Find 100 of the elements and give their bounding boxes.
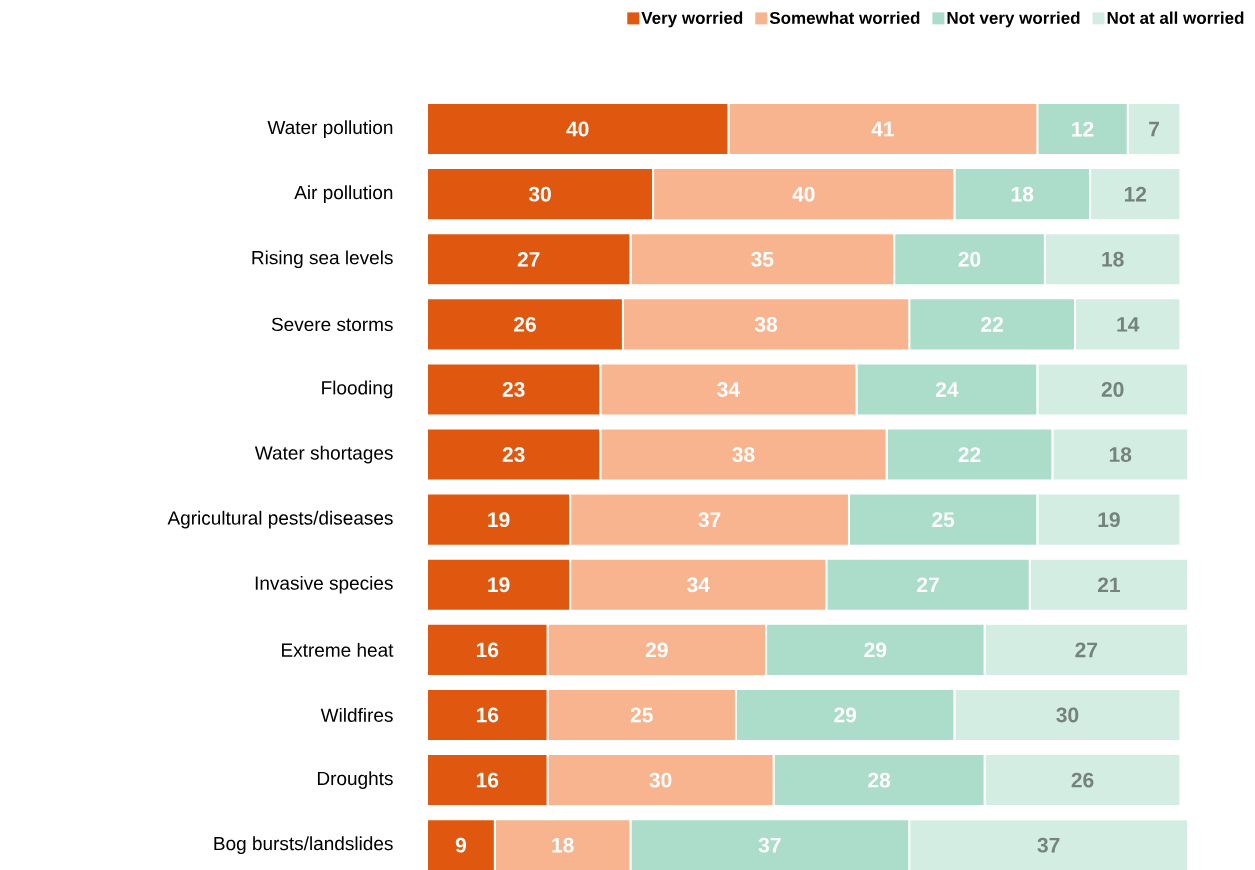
data-label: 27: [917, 577, 939, 593]
data-label: 29: [864, 642, 887, 658]
y-tick-label: Water pollution: [267, 120, 393, 138]
data-label: 27: [517, 251, 540, 267]
legend-label: Somewhat worried: [769, 11, 920, 24]
data-label: 34: [687, 577, 710, 593]
bar: [599, 362, 858, 417]
bar: [953, 687, 1182, 743]
legend-label: Very worried: [641, 11, 743, 28]
bar: [727, 102, 1039, 157]
data-label: 7: [1149, 121, 1160, 137]
y-tick-label: Air pollution: [294, 185, 393, 203]
data-label: 16: [476, 772, 499, 788]
bar: [427, 557, 572, 612]
data-label: 37: [1037, 837, 1060, 853]
bar: [1036, 102, 1129, 157]
bar: [908, 297, 1076, 352]
data-label: 23: [502, 382, 525, 397]
data-label: 9: [455, 837, 466, 853]
data-label: 19: [488, 512, 510, 528]
bar: [599, 427, 888, 482]
bar: [569, 492, 850, 547]
bar: [1073, 297, 1182, 352]
data-label: 25: [630, 707, 653, 723]
data-label: 37: [758, 837, 781, 853]
bar: [427, 753, 549, 808]
bar: [893, 232, 1046, 287]
bar: [427, 362, 602, 417]
data-label: 38: [732, 447, 755, 463]
data-label: 16: [476, 642, 499, 658]
y-tick-label: Invasive species: [255, 575, 393, 594]
data-label: 38: [754, 316, 778, 332]
data-label: 21: [1097, 577, 1120, 593]
data-label: 30: [1056, 707, 1079, 723]
bar: [1028, 557, 1189, 612]
data-label: 18: [1109, 447, 1132, 462]
y-tick-label: Bog bursts/landslides: [214, 836, 393, 855]
bar: [1051, 427, 1189, 482]
bar: [1036, 492, 1182, 547]
data-label: 25: [932, 512, 955, 528]
bar: [427, 102, 730, 157]
bar: [734, 687, 956, 743]
data-label: 20: [1101, 382, 1124, 397]
data-label: 18: [552, 837, 574, 853]
bar: [427, 167, 655, 222]
data-label: 41: [871, 121, 894, 137]
data-label: 16: [476, 707, 499, 723]
bar: [427, 297, 624, 352]
bar: [953, 167, 1092, 222]
bar: [427, 622, 549, 677]
y-tick-label: Extreme heat: [282, 642, 394, 657]
data-label: 22: [958, 447, 981, 462]
data-label: 27: [1075, 642, 1098, 658]
bar: [546, 622, 768, 677]
data-label: 19: [1098, 512, 1120, 528]
bar: [569, 557, 828, 612]
data-label: 37: [698, 512, 721, 528]
data-label: 19: [488, 577, 510, 593]
bar: [825, 557, 1031, 612]
bar: [427, 232, 632, 287]
y-tick-label: Agricultural pests/diseases: [167, 510, 393, 529]
bar: [1036, 362, 1189, 417]
y-tick-label: Rising sea levels: [252, 250, 393, 269]
data-label: 20: [958, 251, 981, 267]
data-label: 12: [1124, 186, 1147, 202]
y-tick-label: Wildfires: [320, 707, 393, 722]
data-label: 26: [1071, 772, 1094, 788]
bar: [427, 492, 572, 547]
bar: [847, 492, 1039, 547]
data-label: 23: [502, 447, 525, 463]
bar: [621, 297, 911, 352]
y-tick-label: Droughts: [317, 771, 393, 789]
y-tick-label: Water shortages: [254, 445, 393, 464]
data-label: 34: [717, 382, 740, 397]
bar: [1043, 232, 1182, 287]
data-label: 24: [935, 382, 959, 397]
data-label: 28: [868, 772, 891, 788]
y-tick-label: Flooding: [322, 380, 393, 399]
data-label: 40: [566, 121, 589, 137]
bar: [765, 622, 986, 677]
bar: [629, 232, 896, 287]
data-label: 40: [792, 186, 815, 202]
data-label: 14: [1117, 317, 1140, 332]
data-label: 18: [1011, 186, 1034, 202]
bar: [546, 753, 775, 808]
bar: [885, 427, 1054, 482]
data-label: 12: [1072, 121, 1094, 137]
data-label: 18: [1102, 251, 1124, 267]
bar: [772, 753, 986, 808]
bar: [855, 362, 1039, 417]
bar: [546, 687, 737, 743]
data-label: 22: [981, 317, 1003, 332]
data-label: 29: [645, 642, 668, 658]
bar: [983, 753, 1182, 808]
bar: [427, 687, 549, 743]
legend-label: Not very worried: [947, 11, 1080, 28]
bar: [983, 622, 1189, 677]
data-label: 30: [528, 186, 551, 202]
y-tick-label: Severe storms: [271, 317, 393, 332]
bar: [652, 167, 956, 222]
